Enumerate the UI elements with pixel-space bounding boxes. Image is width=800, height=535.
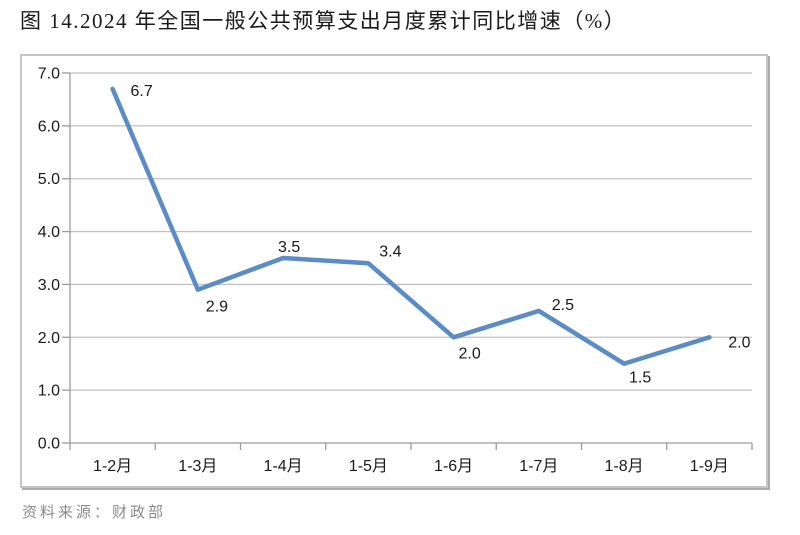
line-chart: 0.0 1.0 2.0 3.0 4.0 5.0 6.0 7.0 1-2月 1-3月 1-4月 1-5月… (38, 66, 753, 475)
y-tick-label: 1.0 (38, 383, 60, 400)
y-tick-label: 4.0 (38, 224, 60, 241)
x-category-label: 1-6月 (434, 458, 473, 475)
series-line (110, 86, 712, 366)
y-tick-label: 6.0 (38, 118, 60, 135)
data-label: 2.5 (552, 297, 574, 314)
x-category-label: 1-5月 (349, 458, 388, 475)
data-label: 1.5 (629, 370, 651, 387)
data-label: 2.0 (728, 334, 750, 351)
chart-frame: 0.0 1.0 2.0 3.0 4.0 5.0 6.0 7.0 1-2月 1-3月 1-4月 1-5月… (20, 54, 768, 488)
source-note: 资料来源：财政部 (22, 505, 167, 521)
data-label: 2.0 (459, 345, 481, 362)
chart-title: 图 14.2024 年全国一般公共预算支出月度累计同比增速（%） (20, 9, 627, 33)
data-label: 6.7 (131, 83, 153, 100)
x-category-label: 1-4月 (264, 458, 303, 475)
y-tick-label: 7.0 (38, 66, 60, 83)
y-tick-label: 3.0 (38, 277, 60, 294)
x-category-label: 1-9月 (690, 458, 729, 475)
y-tick-label: 0.0 (38, 436, 60, 453)
data-label: 3.5 (278, 239, 300, 256)
x-category-label: 1-8月 (605, 458, 644, 475)
data-label: 2.9 (206, 299, 228, 316)
y-tick-label: 2.0 (38, 330, 60, 347)
x-category-label: 1-7月 (519, 458, 558, 475)
data-label: 3.4 (379, 243, 401, 260)
y-tick-label: 5.0 (38, 171, 60, 188)
x-category-label: 1-3月 (178, 458, 217, 475)
x-category-label: 1-2月 (93, 458, 132, 475)
